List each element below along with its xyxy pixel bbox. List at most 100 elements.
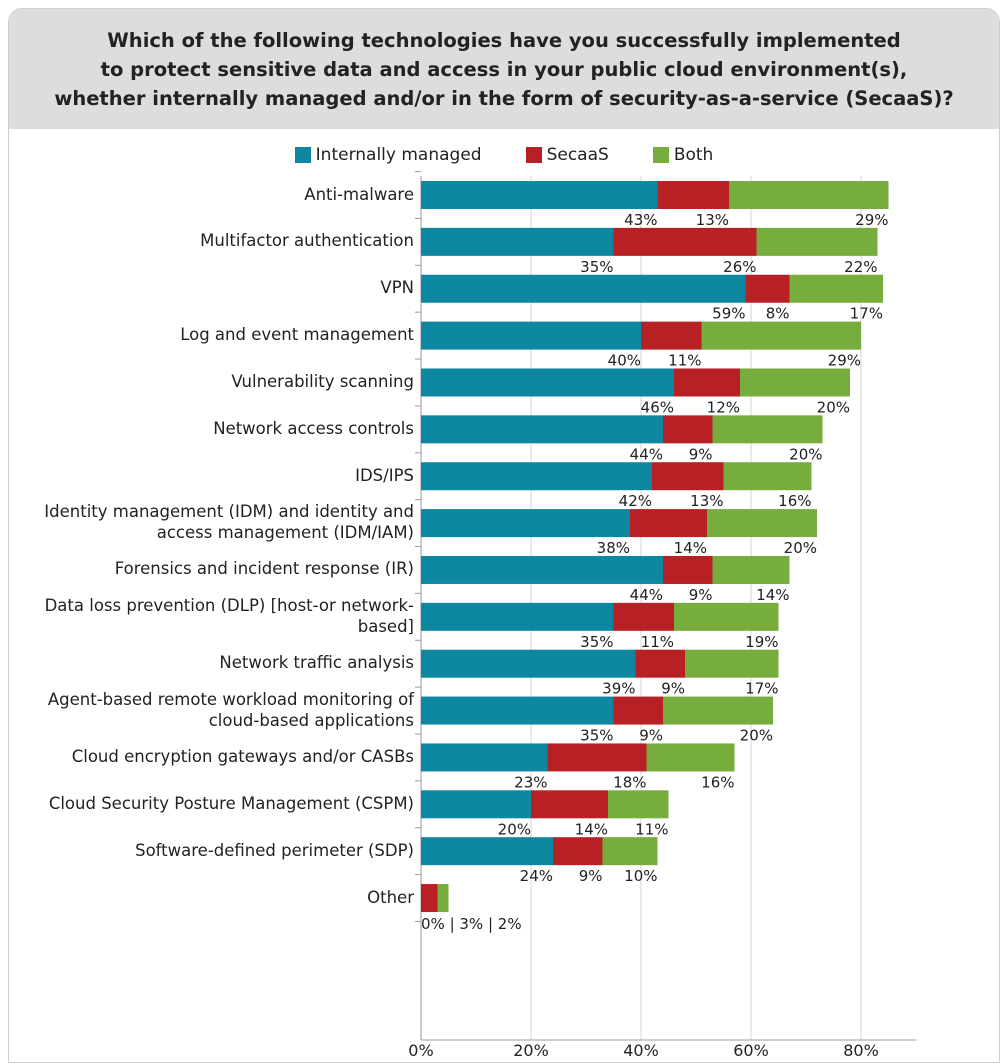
category-label-line: access management (IDM/IAM) <box>156 523 414 543</box>
value-label-both-11: 20% <box>740 727 773 745</box>
value-label-both-12: 16% <box>701 773 734 791</box>
value-label-secaas-11: 9% <box>639 727 663 745</box>
value-label-internally-managed-6: 42% <box>619 492 652 510</box>
category-label-line: Vulnerability scanning <box>231 371 414 391</box>
bar-segment-internally-managed-3 <box>421 321 641 350</box>
category-label-line: based] <box>357 616 414 636</box>
category-label-0: Anti-malware <box>10 184 414 205</box>
category-label-5: Network access controls <box>10 418 414 439</box>
category-label-line: Cloud encryption gateways and/or CASBs <box>71 746 414 766</box>
value-label-both-1: 22% <box>844 258 877 276</box>
bar-segment-both-9 <box>674 602 779 631</box>
bar-segment-internally-managed-9 <box>421 602 614 631</box>
category-label-1: Multifactor authentication <box>10 230 414 251</box>
bar-segment-secaas-3 <box>641 321 702 350</box>
category-label-line: Identity management (IDM) and identity a… <box>44 502 414 522</box>
x-tick-label-20: 20% <box>513 1041 549 1060</box>
legend-label-both: Both <box>673 145 714 165</box>
bar-segment-internally-managed-0 <box>421 181 658 209</box>
bar-segment-both-10 <box>685 649 779 678</box>
value-label-secaas-13: 14% <box>575 820 608 838</box>
value-label-secaas-8: 9% <box>689 586 713 604</box>
value-label-internally-managed-10: 39% <box>602 680 635 698</box>
legend-label-internally-managed: Internally managed <box>315 145 482 165</box>
category-label-4: Vulnerability scanning <box>10 371 414 392</box>
bar-segment-internally-managed-2 <box>421 274 746 303</box>
title-line-1: Which of the following technologies have… <box>107 28 901 52</box>
bar-segment-internally-managed-4 <box>421 368 674 397</box>
category-label-2: VPN <box>10 277 414 298</box>
category-label-line: Log and event management <box>180 325 414 345</box>
bar-segment-internally-managed-13 <box>421 790 531 819</box>
x-tick-label-60: 60% <box>733 1041 769 1060</box>
value-label-both-9: 19% <box>745 633 778 651</box>
x-tick-label-80: 80% <box>843 1041 879 1060</box>
bar-segment-internally-managed-10 <box>421 649 636 678</box>
value-label-internally-managed-14: 24% <box>520 867 553 885</box>
value-label-secaas-2: 8% <box>766 305 790 323</box>
value-label-other: 0% | 3% | 2% <box>421 915 522 933</box>
x-tick-label-40: 40% <box>623 1041 659 1060</box>
bar-segment-secaas-10 <box>635 649 685 678</box>
bar-segment-both-2 <box>789 274 883 303</box>
value-label-secaas-9: 11% <box>641 633 674 651</box>
bar-segment-both-7 <box>707 509 817 538</box>
category-label-12: Cloud encryption gateways and/or CASBs <box>10 746 414 767</box>
value-label-secaas-3: 11% <box>668 352 701 370</box>
value-label-internally-managed-0: 43% <box>624 211 657 229</box>
category-label-line: Other <box>367 887 414 907</box>
value-label-internally-managed-2: 59% <box>712 305 745 323</box>
value-label-both-10: 17% <box>745 680 778 698</box>
bar-segment-internally-managed-11 <box>421 696 614 725</box>
category-label-3: Log and event management <box>10 324 414 345</box>
category-label-10: Network traffic analysis <box>10 652 414 673</box>
legend-item-internally-managed: Internally managed <box>294 145 482 165</box>
bar-segment-internally-managed-1 <box>421 227 614 256</box>
bar-segment-both-11 <box>663 696 773 725</box>
category-label-7: Identity management (IDM) and identity a… <box>10 501 414 543</box>
value-label-both-2: 17% <box>850 305 883 323</box>
bar-segment-both-14 <box>602 837 658 866</box>
value-label-secaas-4: 12% <box>707 398 740 416</box>
bar-segment-secaas-1 <box>613 227 757 256</box>
legend-swatch-internally-managed <box>294 147 311 163</box>
bar-segment-both-3 <box>701 321 861 350</box>
bar-segment-secaas-8 <box>663 555 713 584</box>
value-label-internally-managed-4: 46% <box>641 398 674 416</box>
legend-swatch-secaas <box>525 147 542 163</box>
value-label-both-8: 14% <box>756 586 789 604</box>
value-label-secaas-12: 18% <box>613 773 646 791</box>
bar-segment-secaas-2 <box>745 274 790 303</box>
bar-segment-secaas-4 <box>674 368 740 397</box>
value-label-internally-managed-7: 38% <box>597 539 630 557</box>
category-label-8: Forensics and incident response (IR) <box>10 558 414 579</box>
bar-segment-both-5 <box>712 415 823 444</box>
bar-segment-secaas-13 <box>531 790 608 819</box>
bar-segment-secaas-11 <box>613 696 663 725</box>
bar-segment-secaas-9 <box>613 602 674 631</box>
bar-segment-both-13 <box>608 790 669 819</box>
bar-segment-internally-managed-8 <box>421 555 663 584</box>
value-label-secaas-6: 13% <box>690 492 723 510</box>
value-label-internally-managed-11: 35% <box>580 727 613 745</box>
bar-segment-both-0 <box>729 181 889 209</box>
value-label-both-7: 20% <box>784 539 817 557</box>
category-label-13: Cloud Security Posture Management (CSPM) <box>10 793 414 814</box>
category-label-line: Network access controls <box>213 418 414 438</box>
bar-segment-secaas-5 <box>663 415 713 444</box>
category-label-line: Cloud Security Posture Management (CSPM) <box>48 793 414 813</box>
title-line-3: whether internally managed and/or in the… <box>54 86 954 110</box>
category-label-6: IDS/IPS <box>10 465 414 486</box>
value-label-internally-managed-8: 44% <box>630 586 663 604</box>
value-label-both-3: 29% <box>828 352 861 370</box>
category-label-line: Anti-malware <box>304 184 414 204</box>
bar-segment-internally-managed-6 <box>421 462 652 491</box>
category-label-line: Data loss prevention (DLP) [host-or netw… <box>44 595 414 615</box>
legend-swatch-both <box>652 147 669 163</box>
chart-title: Which of the following technologies have… <box>9 9 999 129</box>
value-label-internally-managed-5: 44% <box>630 445 663 463</box>
value-label-internally-managed-9: 35% <box>580 633 613 651</box>
bar-segment-internally-managed-14 <box>421 837 553 866</box>
title-line-2: to protect sensitive data and access in … <box>100 57 908 81</box>
